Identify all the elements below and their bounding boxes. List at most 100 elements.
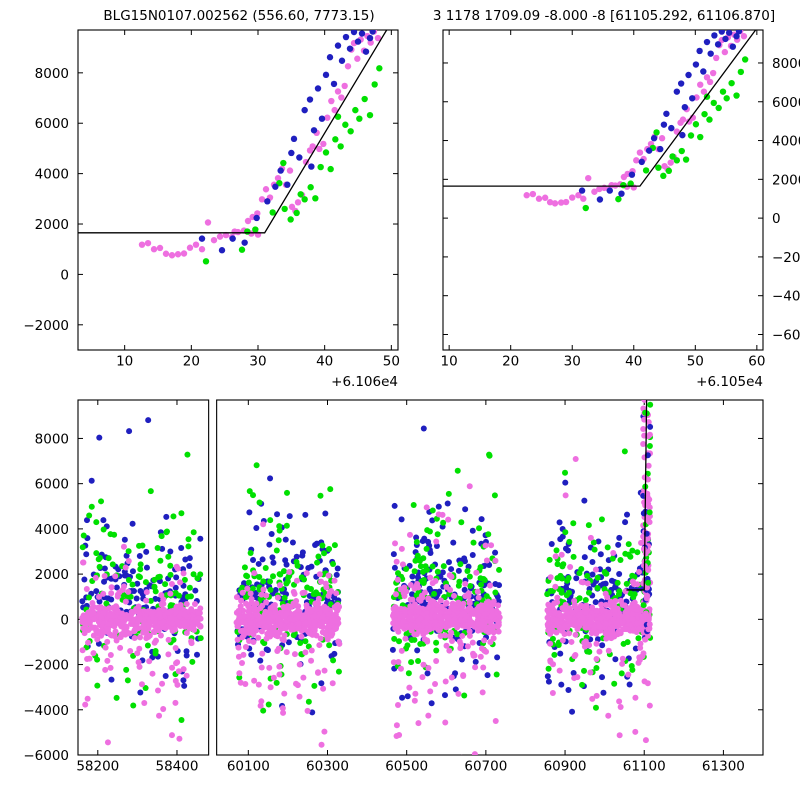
data-point-violet	[125, 615, 132, 622]
data-point-violet	[216, 233, 224, 240]
data-point-violet	[412, 690, 419, 697]
data-point-violet	[640, 425, 647, 432]
data-point-violet	[442, 632, 449, 639]
data-point-blue	[390, 551, 397, 558]
data-point-violet	[235, 607, 242, 614]
data-point-violet	[192, 618, 199, 625]
data-point-violet	[602, 620, 609, 627]
data-point-violet	[159, 620, 166, 627]
data-point-violet	[156, 610, 163, 617]
data-point-green	[646, 442, 653, 449]
data-point-violet	[167, 615, 174, 622]
data-point-violet	[273, 629, 280, 636]
data-point-violet	[395, 658, 402, 665]
data-point-green	[269, 209, 276, 216]
data-point-violet	[443, 599, 450, 606]
data-point-blue	[624, 511, 631, 518]
data-point-blue	[159, 545, 166, 552]
data-point-blue	[548, 541, 555, 548]
data-point-blue	[592, 599, 599, 606]
data-point-blue	[618, 190, 625, 197]
data-point-green	[245, 579, 252, 586]
data-point-green	[294, 562, 301, 569]
data-point-green	[310, 591, 317, 598]
data-point-violet	[191, 601, 198, 608]
data-point-violet	[448, 638, 455, 645]
data-point-green	[109, 561, 116, 568]
data-point-green	[154, 544, 161, 551]
data-point-green	[335, 668, 342, 675]
data-point-green	[298, 574, 305, 581]
data-point-green	[96, 554, 103, 561]
data-point-violet	[191, 626, 198, 633]
data-point-blue	[302, 511, 309, 518]
data-point-violet	[569, 609, 576, 616]
data-point-green	[547, 588, 554, 595]
data-point-violet	[113, 618, 120, 625]
data-point-violet	[646, 519, 653, 526]
data-point-blue	[350, 30, 358, 36]
data-point-green	[551, 651, 558, 658]
data-point-violet	[108, 584, 115, 591]
data-point-violet	[247, 624, 254, 631]
data-point-green	[590, 539, 597, 546]
data-point-violet	[641, 474, 648, 481]
top-right-panel-title: 3 1178 1709.09 -8.000 -8 [61105.292, 611…	[433, 8, 775, 24]
data-point-green	[562, 469, 569, 476]
data-point-green	[342, 121, 349, 128]
data-point-violet	[181, 619, 188, 626]
data-point-violet	[482, 542, 489, 549]
data-point-violet	[318, 741, 325, 748]
data-point-violet	[458, 611, 465, 618]
data-point-green	[283, 580, 290, 587]
data-point-blue	[308, 163, 315, 170]
data-point-green	[546, 556, 553, 563]
data-point-green	[307, 184, 314, 191]
data-point-green	[94, 682, 101, 689]
data-point-blue	[326, 54, 334, 61]
data-point-violet	[459, 603, 466, 610]
data-point-green	[352, 106, 359, 114]
data-point-violet	[587, 669, 594, 676]
data-point-violet	[316, 571, 323, 578]
data-point-green	[620, 181, 627, 189]
data-point-blue	[570, 669, 577, 676]
data-point-green	[366, 111, 374, 119]
data-point-violet	[700, 88, 708, 95]
data-point-green	[241, 564, 248, 571]
x-tick-label: 40	[625, 354, 642, 370]
data-point-green	[458, 519, 465, 526]
data-point-violet	[303, 619, 310, 626]
data-point-violet	[296, 693, 303, 700]
data-point-violet	[490, 598, 497, 605]
data-point-violet	[625, 671, 632, 678]
data-point-blue	[600, 689, 607, 696]
data-point-violet	[582, 610, 589, 617]
data-point-blue	[692, 61, 700, 68]
data-point-violet	[628, 611, 635, 618]
data-point-violet	[136, 645, 143, 652]
data-point-violet	[300, 674, 307, 681]
data-point-violet	[589, 604, 596, 611]
data-point-violet	[492, 557, 499, 564]
data-point-violet	[90, 609, 97, 616]
data-point-violet	[84, 666, 91, 673]
data-point-green	[80, 532, 87, 539]
data-point-green	[440, 519, 447, 526]
data-point-green	[445, 490, 452, 497]
data-point-blue	[626, 681, 633, 688]
data-point-blue	[145, 417, 152, 424]
x-tick-label: 30	[249, 354, 266, 370]
data-point-green	[297, 639, 304, 646]
x-tick-label: 50	[383, 354, 400, 370]
data-point-green	[129, 581, 136, 588]
data-point-violet	[572, 631, 579, 638]
data-point-violet	[321, 667, 328, 674]
data-point-green	[187, 593, 194, 600]
data-point-violet	[175, 668, 182, 675]
data-point-violet	[324, 114, 331, 121]
data-point-green	[585, 589, 592, 596]
data-point-violet	[320, 685, 327, 692]
data-point-green	[642, 167, 650, 174]
data-point-green	[413, 538, 420, 545]
